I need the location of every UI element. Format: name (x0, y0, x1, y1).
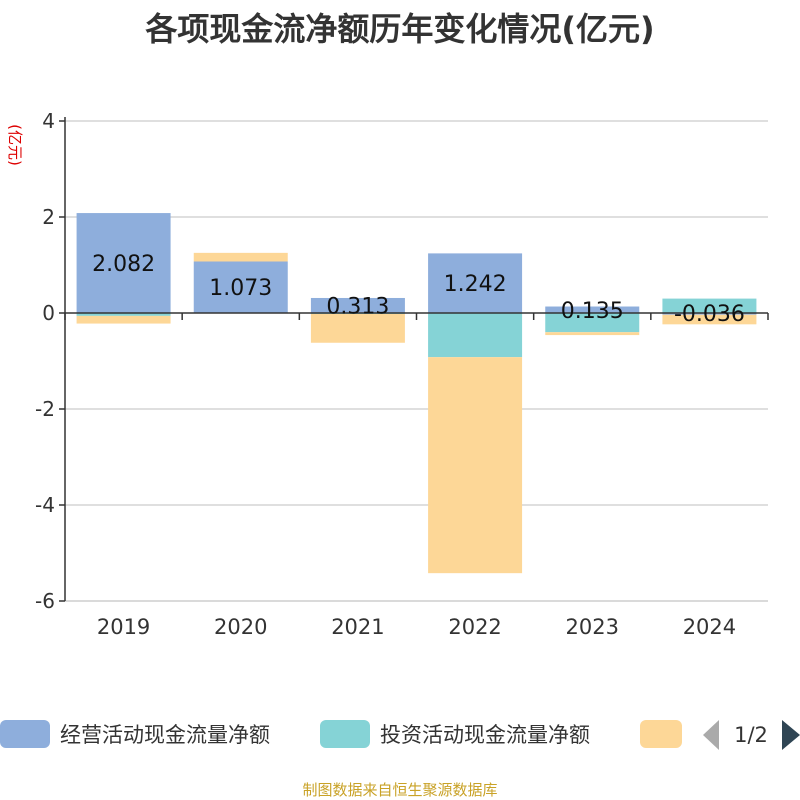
legend-label-2[interactable]: 投资活动现金流量净额 (380, 723, 590, 747)
chart-title: 各项现金流净额历年变化情况(亿元) (145, 10, 655, 48)
bar-series-1[interactable] (662, 313, 757, 315)
data-label: 0.135 (561, 299, 624, 324)
legend-prev-icon[interactable] (703, 720, 719, 750)
legend-swatch-3[interactable] (640, 720, 682, 748)
bar-series-2[interactable] (428, 313, 523, 358)
data-label: -0.036 (674, 302, 745, 327)
legend: 经营活动现金流量净额 投资活动现金流量净额 1/2 (0, 720, 800, 750)
bar-series-3[interactable] (76, 315, 171, 324)
bar-series-1[interactable] (545, 306, 640, 313)
legend-label-1[interactable]: 经营活动现金流量净额 (60, 723, 270, 747)
bar-series-1[interactable] (428, 253, 523, 313)
y-axis-label: (亿元) (6, 124, 24, 166)
legend-swatch-2[interactable] (320, 720, 370, 748)
legend-next-icon[interactable] (782, 720, 800, 750)
y-tick-label: -2 (35, 397, 55, 421)
data-label: 2.082 (92, 252, 155, 277)
bar-series-2[interactable] (545, 313, 640, 333)
data-label: 0.313 (326, 294, 389, 319)
y-tick-label: 0 (42, 301, 55, 325)
data-label: 1.242 (444, 272, 507, 297)
x-tick-label: 2024 (683, 615, 736, 639)
bar-series-3[interactable] (310, 313, 405, 343)
bar-series-2[interactable] (76, 313, 171, 316)
legend-swatch-1[interactable] (0, 720, 50, 748)
x-tick-label: 2021 (331, 615, 384, 639)
y-tick-label: 4 (42, 109, 55, 133)
y-tick-label: -6 (35, 589, 55, 613)
bar-series-1[interactable] (193, 261, 288, 313)
x-tick-label: 2023 (566, 615, 619, 639)
x-tick-label: 2020 (214, 615, 267, 639)
bar-series-3[interactable] (193, 252, 288, 262)
bar-series-1[interactable] (76, 213, 171, 313)
bar-series-3[interactable] (662, 314, 757, 325)
grid-lines (65, 120, 768, 602)
data-labels: 2.082 1.073 0.313 1.242 0.135 -0.036 (92, 252, 745, 327)
bar-series-1[interactable] (310, 297, 405, 313)
x-tick-label: 2019 (97, 615, 150, 639)
x-tick-label: 2022 (448, 615, 501, 639)
y-tick-label: 2 (42, 205, 55, 229)
data-label: 1.073 (209, 276, 272, 301)
bar-series-3[interactable] (428, 357, 523, 574)
source-note: 制图数据来自恒生聚源数据库 (302, 781, 498, 799)
bars (76, 213, 757, 574)
bar-series-2[interactable] (662, 298, 757, 313)
legend-page-indicator: 1/2 (734, 723, 768, 747)
axes: 4 2 0 -2 -4 -6 (亿元) 2019 2020 2021 2022 2023 2024 (6, 109, 769, 639)
y-tick-label: -4 (35, 493, 55, 517)
bar-series-3[interactable] (545, 332, 640, 336)
